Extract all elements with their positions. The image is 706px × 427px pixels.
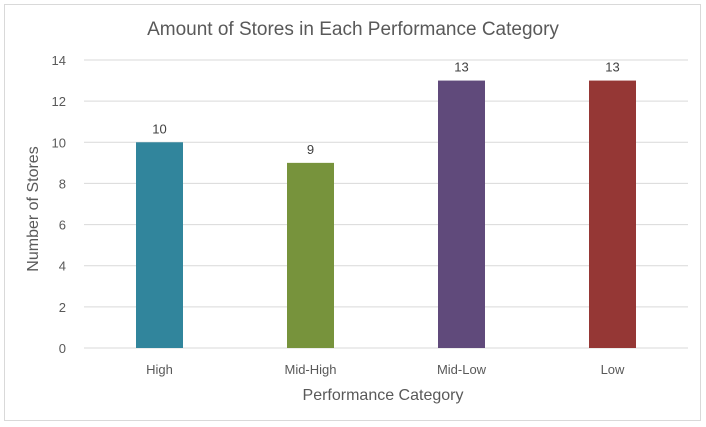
bar-low: [589, 80, 636, 349]
bar-mid-high: [287, 162, 334, 348]
y-axis-title: Number of Stores: [25, 146, 42, 271]
y-tick-label: 0: [59, 341, 66, 356]
data-labels: 10 9 13 13: [152, 60, 619, 157]
chart-title: Amount of Stores in Each Performance Cat…: [147, 19, 559, 40]
x-axis-title: Performance Category: [303, 387, 464, 404]
bars: [136, 80, 636, 349]
data-label: 10: [152, 121, 166, 136]
x-axis-tick-labels: High Mid-High Mid-Low Low: [146, 362, 625, 377]
y-axis-tick-labels: 0 2 4 6 8 10 12 14: [52, 53, 66, 356]
x-tick-label: Mid-Low: [437, 362, 487, 377]
x-tick-label: Low: [601, 362, 625, 377]
y-tick-label: 10: [52, 135, 66, 150]
y-tick-label: 4: [59, 259, 66, 274]
gridlines: [84, 59, 688, 349]
x-tick-label: Mid-High: [284, 362, 336, 377]
y-tick-label: 2: [59, 300, 66, 315]
chart-frame: Amount of Stores in Each Performance Cat…: [4, 4, 701, 421]
bar-mid-low: [438, 80, 485, 349]
y-tick-label: 12: [52, 94, 66, 109]
data-label: 13: [605, 60, 619, 75]
data-label: 13: [454, 60, 468, 75]
bar-chart: Amount of Stores in Each Performance Cat…: [25, 19, 688, 404]
y-tick-label: 6: [59, 218, 66, 233]
data-label: 9: [307, 142, 314, 157]
y-tick-label: 14: [52, 53, 66, 68]
y-tick-label: 8: [59, 176, 66, 191]
x-tick-label: High: [146, 362, 173, 377]
bar-high: [136, 142, 183, 348]
